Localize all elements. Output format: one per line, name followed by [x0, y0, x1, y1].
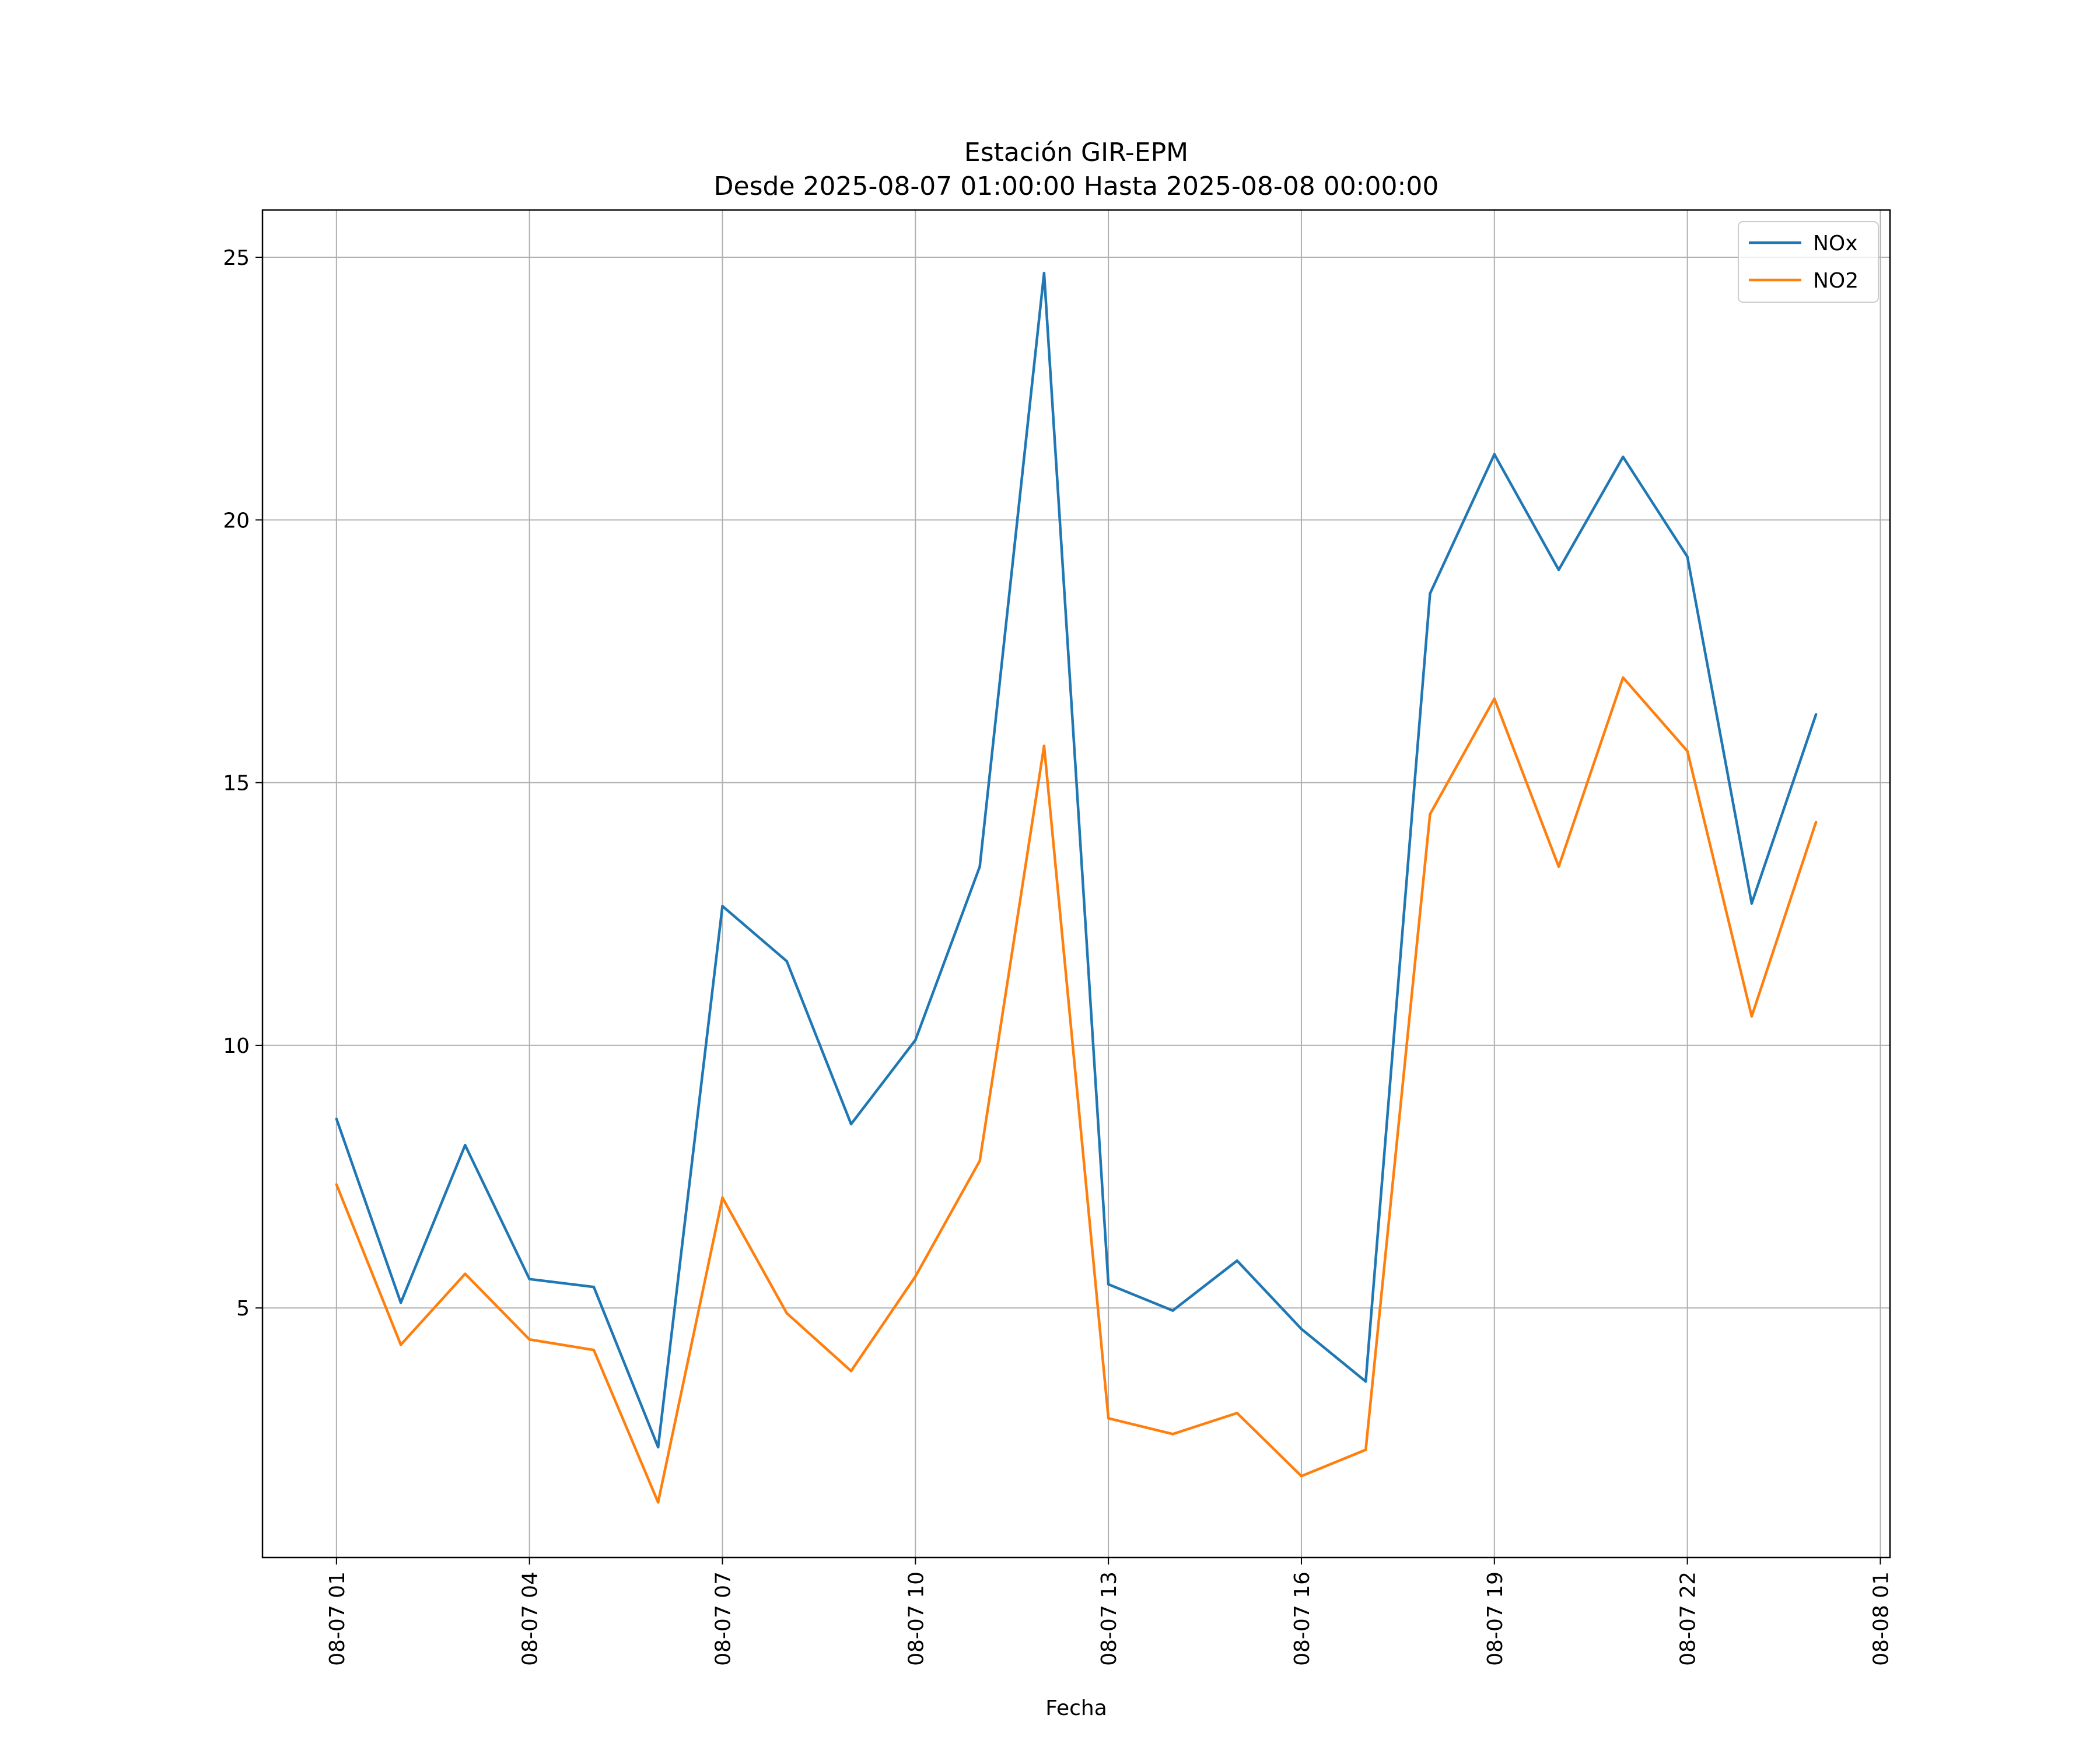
chart-title: Estación GIR-EPM [964, 138, 1188, 167]
data-point [1042, 271, 1046, 275]
data-point [1300, 1328, 1303, 1331]
data-point [1429, 592, 1432, 595]
data-point [1686, 750, 1689, 752]
data-point [1236, 1259, 1238, 1262]
data-point [721, 905, 724, 908]
plot-lines [335, 271, 1818, 1504]
data-point [1364, 1448, 1367, 1451]
data-point [1622, 676, 1625, 679]
data-point [1493, 453, 1496, 456]
data-point [849, 1370, 853, 1373]
x-tick-label: 08-07 07 [711, 1572, 735, 1666]
data-point [1300, 1475, 1303, 1478]
series-points-nox [335, 271, 1818, 1449]
data-point [914, 1038, 917, 1042]
data-point [657, 1446, 660, 1449]
x-tick-label: 08-07 10 [904, 1572, 928, 1666]
data-point [785, 1312, 788, 1315]
data-point [785, 960, 788, 963]
y-tick-label: 20 [223, 509, 250, 533]
y-tick-label: 10 [223, 1034, 250, 1058]
data-point [592, 1349, 596, 1352]
y-tick-label: 15 [223, 772, 250, 796]
data-point [657, 1501, 660, 1504]
x-axis-label: Fecha [1045, 1696, 1107, 1720]
data-point [528, 1338, 531, 1341]
x-tick-label: 08-07 22 [1676, 1572, 1700, 1666]
data-point [592, 1285, 596, 1289]
data-point [1557, 865, 1560, 868]
y-tick-label: 25 [223, 246, 250, 270]
data-point [978, 1159, 981, 1163]
y-tick-label: 5 [236, 1297, 250, 1321]
data-point [721, 1196, 724, 1199]
x-tick-label: 08-07 04 [519, 1572, 542, 1666]
data-point [1236, 1412, 1238, 1415]
x-tick-label: 08-07 01 [326, 1572, 349, 1666]
data-point [1750, 1015, 1754, 1018]
x-tick-label: 08-07 16 [1290, 1572, 1314, 1666]
x-tick-label: 08-08 01 [1869, 1572, 1893, 1666]
axes-frame [261, 209, 1891, 1559]
data-point [1107, 1283, 1110, 1286]
data-point [1557, 568, 1560, 572]
data-point [1171, 1433, 1174, 1436]
data-point [978, 865, 981, 868]
series-line-no2 [335, 676, 1818, 1504]
data-point [335, 1183, 338, 1186]
x-axis-ticks: 08-07 01 08-07 04 08-07 07 08-07 10 08-07 13… [326, 1558, 1893, 1666]
data-point [1814, 820, 1818, 824]
legend-label-nox: NOx [1813, 232, 1858, 256]
chart-subtitle: Desde 2025-08-07 01:00:00 Hasta 2025-08-… [714, 172, 1439, 201]
data-point [1042, 744, 1046, 747]
data-point [1364, 1380, 1367, 1383]
legend-label-no2: NO2 [1813, 269, 1859, 293]
series-points-no2 [335, 676, 1818, 1504]
data-point [1107, 1417, 1110, 1420]
data-point [1622, 456, 1625, 459]
data-point [399, 1301, 402, 1304]
data-point [528, 1278, 531, 1280]
data-point [1171, 1309, 1174, 1312]
data-point [464, 1143, 467, 1147]
x-tick-label: 08-07 19 [1483, 1572, 1507, 1666]
data-point [399, 1343, 402, 1346]
data-point [1814, 713, 1818, 716]
data-point [849, 1122, 853, 1126]
data-point [1429, 813, 1432, 816]
data-point [464, 1272, 467, 1275]
x-tick-label: 08-07 13 [1097, 1572, 1121, 1666]
grid [262, 210, 1890, 1558]
y-axis-ticks: 5 10 15 20 25 [223, 246, 262, 1321]
data-point [1493, 697, 1496, 700]
data-point [1686, 555, 1689, 558]
legend: NOx NO2 [1738, 221, 1879, 303]
data-point [1750, 902, 1754, 905]
series-line-nox [335, 271, 1818, 1449]
data-point [335, 1117, 338, 1121]
data-point [914, 1275, 917, 1278]
